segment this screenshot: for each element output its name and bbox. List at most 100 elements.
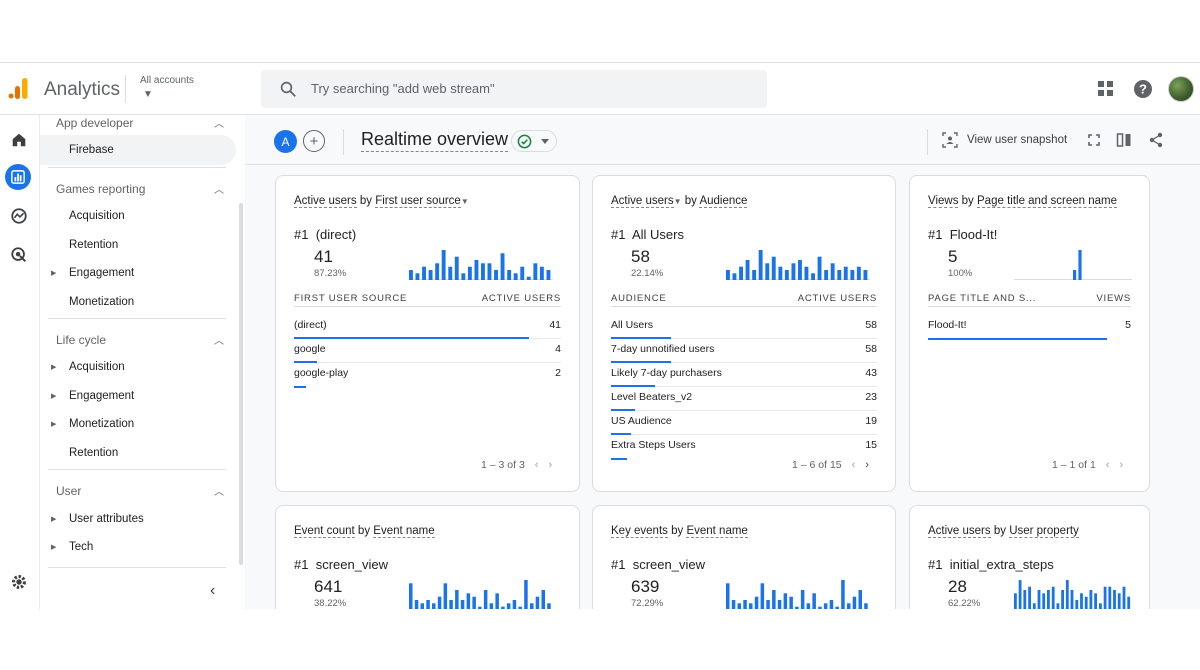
chart-bar[interactable] bbox=[1103, 586, 1107, 609]
chart-bar[interactable] bbox=[415, 273, 420, 280]
chart-bar[interactable] bbox=[1075, 600, 1079, 609]
chart-bar[interactable] bbox=[726, 270, 730, 280]
admin-gear-icon[interactable] bbox=[8, 571, 30, 593]
chart-bar[interactable] bbox=[795, 606, 799, 609]
expand-arrow-icon[interactable]: ▶ bbox=[51, 544, 57, 551]
sidebar-item-monetization[interactable]: Monetization bbox=[69, 296, 135, 308]
chart-bar[interactable] bbox=[726, 583, 730, 609]
card-title-metric[interactable]: Event count bbox=[294, 525, 355, 538]
chart-bar[interactable] bbox=[835, 606, 839, 609]
column-header-dimension[interactable]: FIRST USER SOURCE bbox=[294, 293, 408, 304]
chart-bar[interactable] bbox=[850, 270, 855, 280]
chart-bar[interactable] bbox=[474, 260, 479, 280]
expand-arrow-icon[interactable]: ▶ bbox=[51, 516, 57, 523]
reports-icon[interactable] bbox=[5, 164, 31, 190]
chart-bar[interactable] bbox=[829, 600, 834, 609]
chart-bar[interactable] bbox=[758, 250, 763, 280]
card-title[interactable]: Key events by Event name bbox=[611, 525, 748, 538]
chart-bar[interactable] bbox=[856, 266, 861, 280]
sidebar-item-monetization[interactable]: Monetization bbox=[69, 418, 135, 430]
next-page-icon[interactable]: › bbox=[1119, 459, 1124, 471]
card-title[interactable]: Active users▼ by Audience bbox=[611, 195, 748, 208]
chevron-up-icon[interactable]: ︿ bbox=[214, 487, 224, 498]
chart-bar[interactable] bbox=[495, 593, 499, 609]
chart-bar[interactable] bbox=[1056, 603, 1060, 609]
chart-bar[interactable] bbox=[1127, 596, 1131, 609]
chart-bar[interactable] bbox=[1047, 590, 1050, 609]
chart-bar[interactable] bbox=[771, 256, 776, 280]
account-picker-label[interactable]: All accounts bbox=[140, 75, 194, 86]
chart-bar[interactable] bbox=[526, 276, 531, 280]
card-title-dimension[interactable]: User property bbox=[1009, 525, 1079, 538]
chart-bar[interactable] bbox=[1078, 250, 1082, 280]
chart-bar[interactable] bbox=[539, 266, 544, 280]
chart-bar[interactable] bbox=[772, 590, 776, 609]
chart-bar[interactable] bbox=[1099, 603, 1102, 609]
view-user-snapshot-button[interactable]: View user snapshot bbox=[967, 134, 1068, 146]
chart-bar[interactable] bbox=[472, 596, 476, 609]
chart-bar[interactable] bbox=[441, 250, 446, 280]
chart-bar[interactable] bbox=[783, 593, 788, 609]
chart-bar[interactable] bbox=[518, 606, 522, 609]
sidebar-item-acquisition[interactable]: Acquisition bbox=[69, 210, 125, 222]
chart-bar[interactable] bbox=[858, 590, 863, 609]
chevron-up-icon[interactable]: ︿ bbox=[214, 119, 224, 130]
advertising-icon[interactable] bbox=[8, 244, 30, 266]
chart-bar[interactable] bbox=[435, 263, 440, 280]
chart-bar[interactable] bbox=[777, 600, 782, 609]
chart-bar[interactable] bbox=[481, 263, 485, 280]
chart-bar[interactable] bbox=[533, 263, 538, 280]
chart-bar[interactable] bbox=[1051, 586, 1055, 609]
card-title-dimension[interactable]: Page title and screen name bbox=[977, 195, 1118, 208]
card-title[interactable]: Views by Page title and screen name bbox=[928, 195, 1118, 208]
chart-bar[interactable] bbox=[824, 270, 829, 280]
sidebar-item-user-attributes[interactable]: User attributes bbox=[69, 513, 144, 525]
chart-bar[interactable] bbox=[804, 266, 809, 280]
chart-bar[interactable] bbox=[1117, 593, 1121, 609]
chart-bar[interactable] bbox=[1042, 593, 1046, 609]
sidebar-item-retention[interactable]: Retention bbox=[69, 447, 119, 459]
chart-bar[interactable] bbox=[1061, 590, 1064, 609]
chart-bar[interactable] bbox=[1065, 580, 1069, 609]
column-header-metric[interactable]: ACTIVE USERS bbox=[481, 293, 561, 304]
fullscreen-icon[interactable] bbox=[1086, 132, 1102, 148]
collapse-sidebar-icon[interactable]: ‹ bbox=[210, 582, 216, 599]
expand-arrow-icon[interactable]: ▶ bbox=[51, 421, 57, 428]
dimension-dropdown[interactable]: First user source bbox=[375, 195, 461, 208]
chart-bar[interactable] bbox=[800, 590, 805, 609]
add-comparison-button[interactable]: + bbox=[303, 130, 325, 152]
chart-bar[interactable] bbox=[546, 270, 551, 280]
account-picker-caret-icon[interactable]: ▼ bbox=[143, 89, 153, 100]
next-page-icon[interactable]: › bbox=[548, 459, 553, 471]
chart-bar[interactable] bbox=[530, 603, 534, 609]
chart-bar[interactable] bbox=[743, 600, 747, 609]
share-icon[interactable] bbox=[1148, 132, 1164, 148]
chart-bar[interactable] bbox=[443, 583, 448, 609]
sidebar-scrollbar[interactable] bbox=[239, 203, 243, 565]
chart-bar[interactable] bbox=[437, 596, 442, 609]
chart-bar[interactable] bbox=[1028, 586, 1031, 609]
chart-bar[interactable] bbox=[1089, 590, 1093, 609]
chart-bar[interactable] bbox=[1094, 593, 1097, 609]
chart-bar[interactable] bbox=[778, 266, 783, 280]
chart-bar[interactable] bbox=[765, 263, 770, 280]
chart-bar[interactable] bbox=[1122, 586, 1126, 609]
chart-bar[interactable] bbox=[737, 603, 742, 609]
column-header-metric[interactable]: ACTIVE USERS bbox=[797, 293, 877, 304]
sidebar-item-retention[interactable]: Retention bbox=[69, 239, 119, 251]
sidebar-item-engagement[interactable]: Engagement bbox=[69, 267, 135, 279]
chart-bar[interactable] bbox=[837, 270, 842, 280]
home-icon[interactable] bbox=[8, 129, 30, 151]
chart-bar[interactable] bbox=[455, 590, 459, 609]
metric-dropdown[interactable]: Active users bbox=[611, 195, 674, 208]
chart-bar[interactable] bbox=[1073, 270, 1077, 280]
column-header-dimension[interactable]: AUDIENCE bbox=[611, 293, 667, 304]
chart-bar[interactable] bbox=[817, 256, 822, 280]
column-header-dimension[interactable]: PAGE TITLE AND S... bbox=[928, 293, 1037, 304]
chart-bar[interactable] bbox=[513, 273, 518, 280]
card-title-metric[interactable]: Active users bbox=[294, 195, 357, 208]
compare-columns-icon[interactable] bbox=[1116, 132, 1132, 148]
search-bar[interactable]: Try searching "add web stream" bbox=[261, 70, 767, 108]
chart-bar[interactable] bbox=[454, 256, 459, 280]
chart-bar[interactable] bbox=[409, 270, 413, 280]
